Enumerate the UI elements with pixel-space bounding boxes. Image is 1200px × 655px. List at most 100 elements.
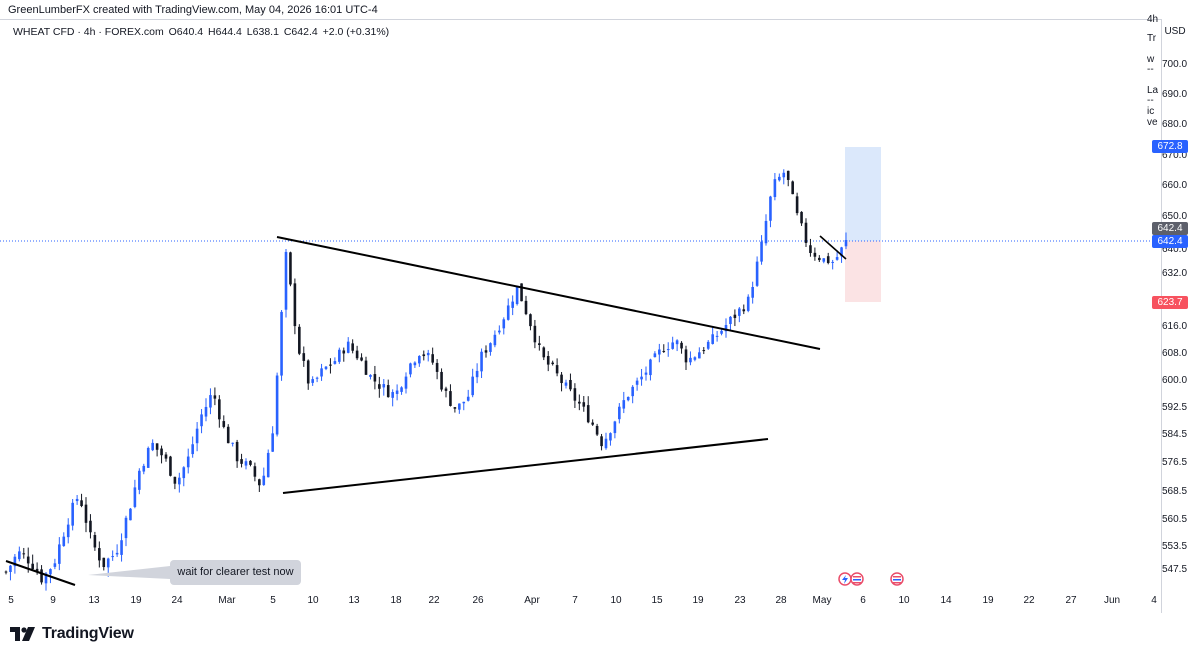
candle-body	[613, 421, 617, 434]
early-trendline[interactable]	[5, 560, 76, 586]
candle-body	[66, 524, 70, 538]
candle-body	[280, 311, 283, 376]
candle-body	[809, 245, 812, 254]
us-flag-stripe	[853, 576, 861, 578]
us-flag-stripe	[893, 576, 901, 578]
candles-group	[4, 169, 848, 591]
candle-body	[626, 396, 630, 401]
candle-body	[662, 350, 666, 352]
panel-fragment: 4h	[1147, 14, 1159, 25]
candle-body	[471, 376, 474, 396]
candle-body	[751, 287, 754, 298]
time-axis-tick: 22	[1023, 595, 1035, 606]
candle-body	[693, 357, 697, 360]
time-axis-tick: 13	[88, 595, 100, 606]
candle-body	[520, 283, 523, 302]
symbol-name[interactable]: WHEAT CFD · 4h · FOREX.com	[13, 26, 164, 38]
panel-fragment: ve	[1147, 117, 1158, 128]
candle-body	[231, 442, 234, 444]
candle-body	[835, 257, 839, 260]
candle-body	[89, 520, 92, 533]
currency-label[interactable]: USD	[1164, 26, 1186, 37]
time-axis-tick: 10	[610, 595, 622, 606]
candle-body	[435, 362, 439, 372]
candle-body	[631, 386, 634, 397]
candle-body	[524, 300, 528, 315]
time-axis-tick: 10	[898, 595, 910, 606]
annotation-callout[interactable]: wait for clearer test now	[170, 560, 301, 585]
candle-body	[658, 349, 661, 355]
candle-body	[164, 454, 168, 459]
candle-body	[84, 504, 88, 523]
ascending-support-trendline[interactable]	[282, 438, 769, 494]
candle-body	[773, 179, 777, 198]
candle-body	[395, 390, 399, 394]
candle-body	[186, 456, 190, 468]
time-axis-tick: 19	[692, 595, 704, 606]
candle-body	[369, 374, 372, 377]
candle-body	[840, 247, 843, 257]
candle-body	[275, 375, 279, 435]
short-term-trendline[interactable]	[819, 235, 847, 260]
candle-body	[226, 426, 230, 444]
candle-body	[262, 475, 266, 485]
candle-body	[618, 406, 621, 420]
candle-body	[680, 342, 683, 349]
candle-body	[458, 403, 461, 410]
tradingview-brand[interactable]: TradingView	[10, 624, 134, 644]
panel-fragment: --	[1147, 95, 1154, 106]
ohlc-open: O640.4	[168, 26, 204, 38]
candle-body	[511, 301, 514, 308]
event-icons[interactable]	[838, 572, 904, 586]
price-axis-tick: 690.0	[1162, 89, 1188, 100]
time-axis-tick: 5	[8, 595, 14, 606]
descending-resistance-trendline[interactable]	[276, 236, 821, 350]
candle-body	[764, 220, 768, 244]
candle-body	[204, 406, 208, 417]
ohlc-high: H644.4	[208, 26, 242, 38]
candle-body	[582, 402, 586, 407]
candle-body	[760, 241, 763, 262]
candle-body	[93, 535, 97, 548]
candle-body	[120, 540, 123, 555]
candle-body	[826, 256, 830, 264]
candle-body	[138, 470, 141, 490]
price-axis-tick: 584.5	[1162, 429, 1188, 440]
time-axis-tick: 19	[130, 595, 142, 606]
candle-body	[720, 330, 723, 334]
candle-body	[378, 384, 381, 389]
us-flag-stripe	[853, 582, 861, 584]
candle-body	[800, 211, 803, 224]
candle-body	[795, 196, 799, 214]
candle-body	[786, 170, 790, 180]
candle-body	[413, 362, 417, 366]
symbol-info[interactable]: WHEAT CFD · 4h · FOREX.com O640.4 H644.4…	[13, 26, 391, 38]
candle-body	[689, 357, 692, 363]
candle-body	[302, 353, 306, 361]
tradingview-logo-icon	[10, 627, 35, 641]
candle-body	[609, 433, 612, 441]
candle-body	[13, 556, 17, 567]
candle-body	[142, 465, 146, 472]
candle-body	[604, 438, 608, 449]
candle-body	[418, 356, 421, 364]
candle-body	[453, 407, 457, 409]
candle-body	[724, 324, 728, 332]
candle-body	[209, 395, 212, 408]
candle-body	[822, 258, 826, 262]
candle-body	[844, 240, 848, 247]
candle-body	[75, 498, 79, 502]
time-axis-tick: 10	[307, 595, 319, 606]
loss-zone	[845, 241, 881, 302]
lightning-icon	[842, 575, 848, 584]
candle-body	[560, 374, 563, 384]
time-axis-tick: 4	[1151, 595, 1157, 606]
candle-body	[49, 569, 52, 575]
price-axis-tick: 568.5	[1162, 486, 1188, 497]
candle-body	[115, 552, 119, 555]
time-axis-tick: Apr	[524, 595, 540, 606]
candle-body	[649, 359, 652, 376]
candle-body	[409, 363, 412, 375]
candle-body	[31, 563, 34, 570]
